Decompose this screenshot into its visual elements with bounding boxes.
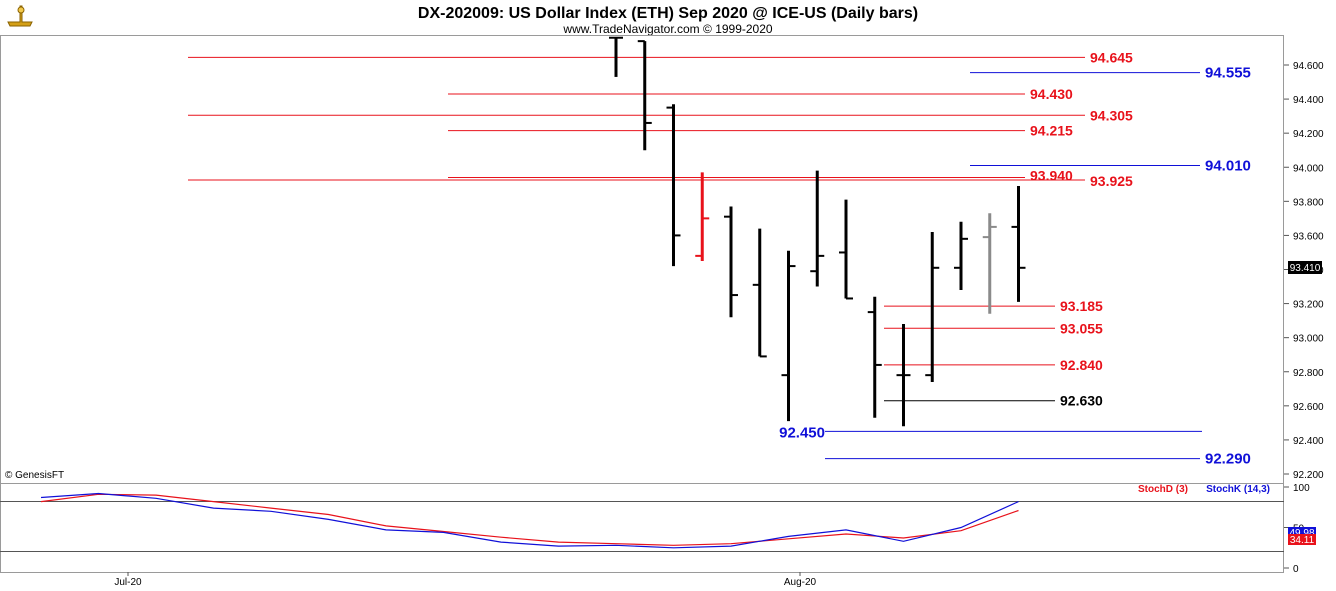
tradenavigator-logo-icon [7,4,34,32]
level-label-93.185: 93.185 [1060,298,1103,314]
ohlc-bar [781,250,796,422]
legend-stochk: StochK (14,3) [1206,484,1270,495]
ohlc-bar [954,221,968,290]
level-label-93.925: 93.925 [1090,173,1133,189]
time-tick-label: Jul-20 [114,577,142,588]
level-label-94.215: 94.215 [1030,123,1073,139]
time-axis: Jul-20 Aug-20 [114,572,817,588]
level-label-92.290: 92.290 [1205,451,1251,468]
price-tick-label: 94.400 [1293,95,1324,106]
price-tick-label: 94.600 [1293,61,1324,72]
price-tick-label: 94.200 [1293,129,1324,140]
stoch-panel-frame [0,483,1284,573]
stochd-last-value: 34.11 [1290,535,1315,546]
stochk-last-value: 49.98 [1289,528,1314,539]
price-tick-label: 93.000 [1293,334,1324,345]
price-tick-label: 94.000 [1293,163,1324,174]
level-label-94.645: 94.645 [1090,49,1133,65]
ohlc-bar [1011,185,1026,302]
legend-stochd: StochD (3) [1138,484,1188,495]
stochd-last-tag: 34.11 [1288,534,1316,546]
price-tick-label: 92.400 [1293,436,1324,447]
ohlc-bar [896,324,911,427]
copyright-label: © GenesisFT [5,470,64,481]
level-label-93.940: 93.940 [1030,167,1073,183]
level-label-92.840: 92.840 [1060,357,1103,373]
ohlc-bar [810,170,825,287]
stoch-tick-label: 0 [1293,564,1299,575]
level-label-92.630: 92.630 [1060,393,1103,409]
last-price-label: 93.410 [1290,263,1321,274]
stoch-lines [40,492,1019,549]
price-tick-label: 93.200 [1293,300,1324,311]
level-label-93.055: 93.055 [1060,320,1103,336]
ohlc-bars [609,36,1026,427]
level-label-94.555: 94.555 [1205,65,1251,82]
ohlc-bar [982,213,997,314]
ohlc-bar [695,172,710,261]
ohlc-bar [839,199,853,300]
chart-title: DX-202009: US Dollar Index (ETH) Sep 202… [418,5,918,22]
ohlc-bar [724,206,738,318]
level-label-94.010: 94.010 [1205,158,1251,175]
ohlc-bar [752,228,767,358]
ohlc-bar [925,232,940,382]
level-lines: 94.645 94.555 94.430 94.305 94.215 94.010 93.9… [188,49,1251,468]
price-tick-label: 93.600 [1293,231,1324,242]
ohlc-bar [666,104,681,267]
ohlc-bar [609,36,623,77]
stochk-line [40,492,1019,549]
level-label-94.305: 94.305 [1090,107,1133,123]
level-label-92.450: 92.450 [779,424,825,441]
price-tick-label: 93.800 [1293,197,1324,208]
level-label-94.430: 94.430 [1030,86,1073,102]
price-tick-label: 92.200 [1293,470,1324,481]
price-axis: 94.600 94.400 94.200 94.000 93.800 93.600 93.4… [1284,61,1324,481]
stochk-last-tag: 49.98 [1288,527,1316,539]
time-tick-label: Aug-20 [784,577,817,588]
price-tick-label: 92.800 [1293,368,1324,379]
price-panel-frame [0,35,1284,484]
last-price-tag: 93.410 [1288,261,1322,274]
stochd-line [40,493,1019,546]
ohlc-bar [637,40,652,151]
stoch-tick-label: 100 [1293,483,1310,494]
ohlc-bar [867,296,882,418]
chart-subtitle: www.TradeNavigator.com © 1999-2020 [562,22,772,36]
price-tick-label: 92.600 [1293,402,1324,413]
